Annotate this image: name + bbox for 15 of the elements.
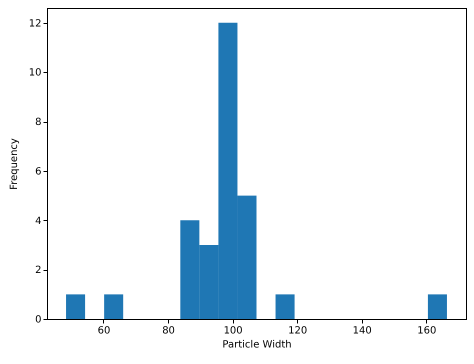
y-tick-label: 2: [35, 265, 42, 276]
y-tick-label: 0: [35, 314, 42, 326]
y-axis-title: Frequency: [8, 138, 20, 190]
y-tick-label: 12: [28, 18, 42, 30]
x-tick-label: 100: [224, 326, 243, 336]
x-tick-label: 140: [352, 326, 372, 336]
y-tick-label: 8: [35, 117, 42, 128]
y-tick-label: 6: [35, 166, 42, 178]
x-axis-title: Particle Width: [222, 340, 292, 350]
x-tick-label: 160: [417, 326, 436, 336]
x-tick-label: 120: [288, 326, 308, 336]
y-tick-label: 4: [35, 216, 42, 227]
y-tick-label: 10: [28, 68, 42, 79]
x-tick-label: 80: [162, 326, 175, 336]
x-tick-label: 60: [98, 326, 110, 336]
